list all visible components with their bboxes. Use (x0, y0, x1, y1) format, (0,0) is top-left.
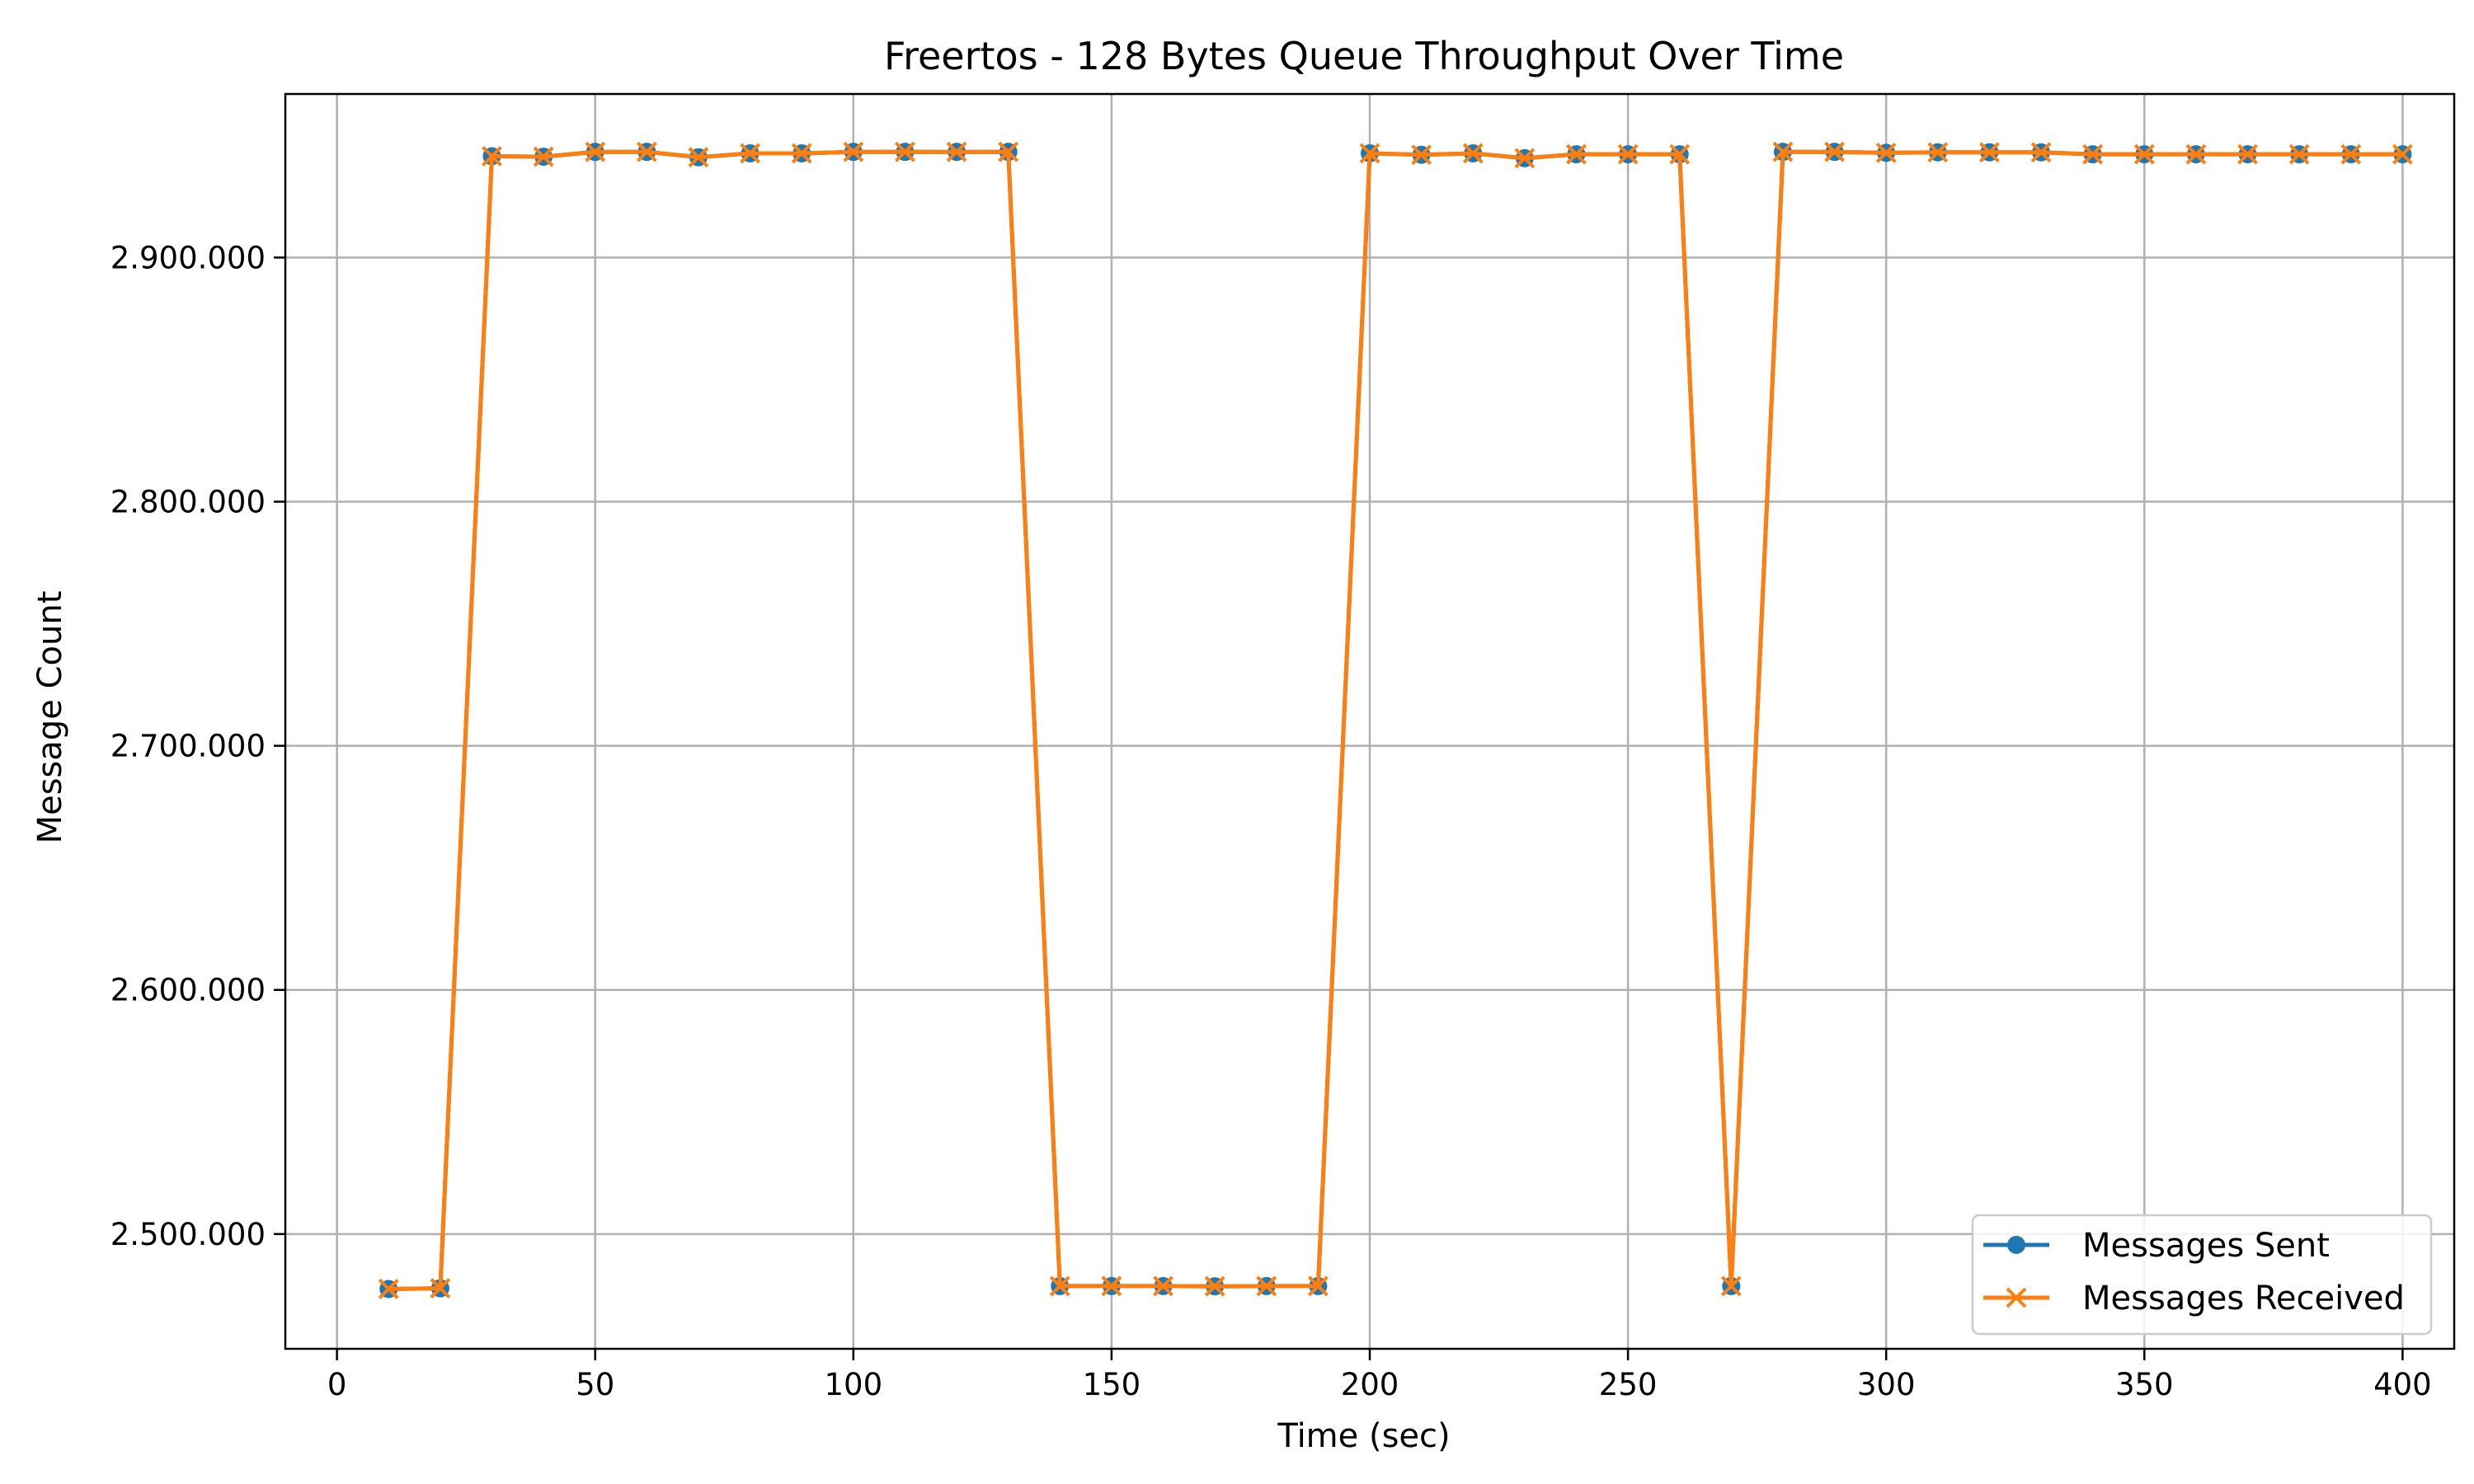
data-point-received (895, 141, 915, 162)
data-point-received (2133, 143, 2155, 165)
data-point-received (1204, 1275, 1225, 1297)
x-tick-label: 350 (2115, 1367, 2174, 1402)
y-tick-label: 2.700.000 (111, 729, 266, 764)
data-point-received (1256, 1275, 1277, 1297)
data-point-received (378, 1279, 399, 1299)
legend-label-sent: Messages Sent (2082, 1227, 2330, 1265)
data-point-received (1720, 1275, 1742, 1297)
x-tick-label: 150 (1083, 1367, 1141, 1402)
x-axis-label: Time (sec) (1277, 1417, 1450, 1455)
data-point-received (1566, 143, 1587, 165)
data-point-received (1979, 142, 2000, 163)
x-tick-label: 250 (1599, 1367, 1658, 1402)
data-point-received (585, 141, 606, 162)
y-tick-label: 2.500.000 (111, 1217, 266, 1252)
data-point-received (2340, 143, 2362, 165)
y-axis-label: Message Count (31, 591, 69, 844)
data-point-received (1307, 1275, 1329, 1297)
data-point-received (2237, 143, 2258, 165)
data-point-received (998, 141, 1019, 162)
data-point-received (430, 1278, 451, 1298)
series-line (388, 149, 2403, 1291)
x-axis: 0 50 100 150 200 250 300 350 400 (327, 1349, 2432, 1402)
x-tick-label: 400 (2373, 1367, 2432, 1402)
data-point-received (2288, 143, 2310, 165)
x-tick-label: 300 (1857, 1367, 1916, 1402)
data-point-received (740, 143, 760, 164)
data-point-received (1462, 143, 1484, 164)
data-point-received (688, 147, 709, 168)
x-tick-label: 50 (576, 1367, 614, 1402)
data-point-received (1411, 144, 1432, 166)
y-tick-label: 2.600.000 (111, 973, 266, 1008)
legend-box (1971, 1214, 2433, 1336)
data-point-received (1927, 142, 1949, 163)
data-point-received (2392, 143, 2413, 165)
y-axis: 2.500.000 2.600.000 2.700.000 2.800.000 2.90… (111, 240, 285, 1252)
x-tick-label: 200 (1341, 1367, 1399, 1402)
data-point-received (1772, 141, 1794, 162)
x-tick-label: 100 (824, 1367, 882, 1402)
series-messages-received (378, 141, 2413, 1299)
data-point-received (1669, 143, 1691, 165)
data-point-received (2082, 143, 2104, 165)
legend-label-received: Messages Received (2082, 1280, 2405, 1317)
data-point-received (946, 141, 967, 162)
legend: Messages Sent Messages Received (1971, 1214, 2433, 1336)
chart-title: Freertos - 128 Bytes Queue Throughput Ov… (884, 34, 1844, 78)
x-tick-label: 0 (327, 1367, 347, 1402)
legend-marker-circle-icon (2007, 1236, 2025, 1254)
data-point-received (791, 143, 812, 164)
data-point-received (1101, 1275, 1122, 1297)
data-point-received (1153, 1275, 1174, 1297)
y-tick-label: 2.800.000 (111, 485, 266, 520)
data-point-received (1514, 148, 1536, 169)
data-point-received (1359, 143, 1380, 164)
data-point-received (533, 146, 554, 167)
data-point-received (843, 141, 864, 162)
data-point-received (2185, 143, 2207, 165)
data-point-received (636, 141, 657, 162)
legend-marker-x-icon (2006, 1287, 2027, 1308)
data-point-received (482, 146, 502, 167)
data-point-received (1617, 143, 1639, 165)
series-layer (378, 141, 2413, 1299)
y-tick-label: 2.900.000 (111, 240, 266, 275)
data-point-received (1875, 142, 1897, 163)
data-point-received (2030, 142, 2052, 163)
data-point-received (1049, 1275, 1070, 1297)
data-point-received (1824, 141, 1845, 162)
